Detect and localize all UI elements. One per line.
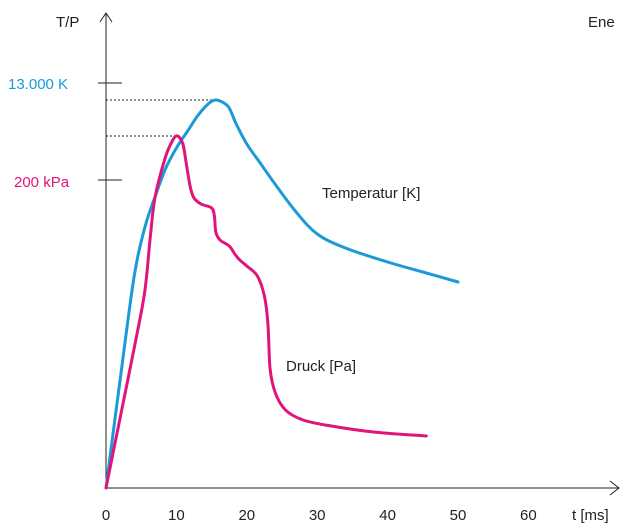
x-tick-label: 30 bbox=[309, 507, 326, 524]
y-axis-label: T/P bbox=[56, 14, 79, 31]
x-tick-label: 40 bbox=[379, 507, 396, 524]
x-axis-label: t [ms] bbox=[572, 507, 609, 524]
corner-label: Ene bbox=[588, 14, 615, 31]
y-marker-label-pressure: 200 kPa bbox=[14, 174, 70, 191]
series-label-pressure: Druck [Pa] bbox=[286, 358, 356, 375]
x-tick-label: 10 bbox=[168, 507, 185, 524]
series-line-pressure bbox=[104, 134, 428, 490]
x-tick-label: 60 bbox=[520, 507, 537, 524]
x-tick-label: 20 bbox=[238, 507, 255, 524]
x-tick-labels: 0 10 20 30 40 50 60 bbox=[102, 507, 537, 524]
x-tick-label: 50 bbox=[450, 507, 467, 524]
series-line-temperature bbox=[104, 98, 460, 490]
y-axis-arrow-icon bbox=[99, 12, 113, 23]
y-marker-label-temperature: 13.000 K bbox=[8, 76, 68, 93]
x-tick-label: 0 bbox=[102, 507, 110, 524]
series-label-temperature: Temperatur [K] bbox=[322, 185, 420, 202]
x-axis-arrow-icon bbox=[609, 480, 620, 496]
